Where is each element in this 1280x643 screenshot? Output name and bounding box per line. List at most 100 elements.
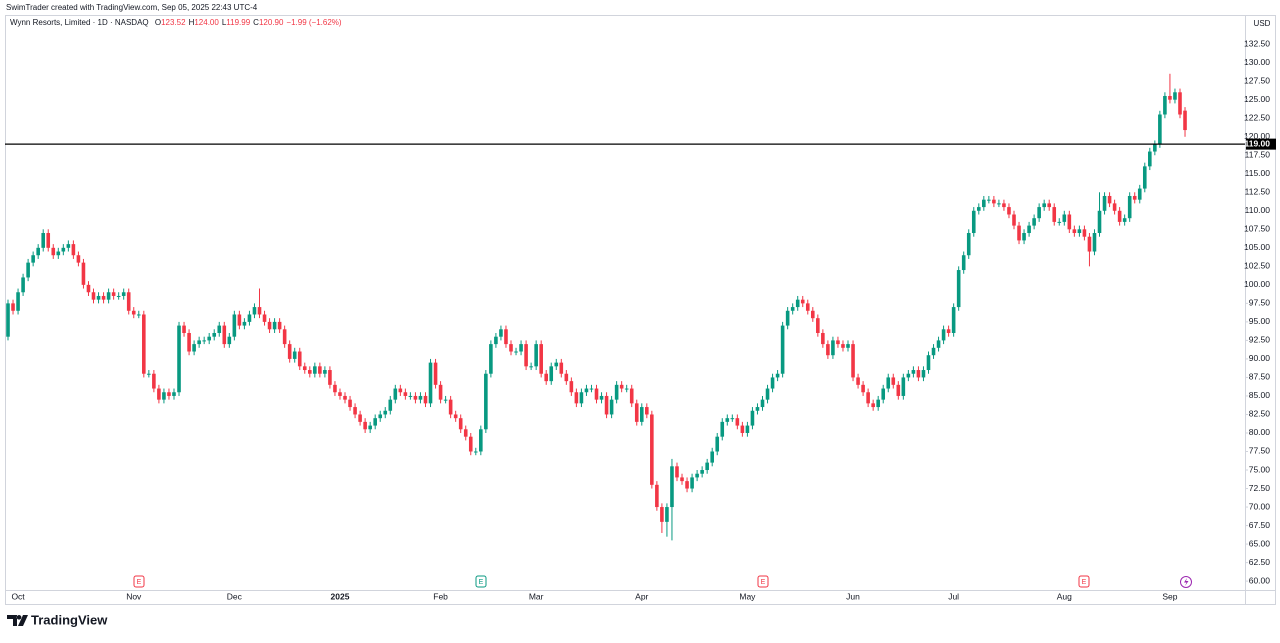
candle-body [795,299,800,308]
candle-body [1137,188,1142,200]
candle-body [650,414,654,485]
candle-body [56,251,61,256]
candle-body [187,332,191,352]
candle-body [951,307,956,333]
candle-body [433,362,438,385]
candle-body [126,292,131,311]
candle-body [378,414,383,419]
candle-body [468,436,473,452]
candle-body [172,392,176,396]
candle-body [946,329,951,333]
candle-body [574,392,579,404]
y-tick-label: 127.50 [1244,75,1270,85]
candle-body [323,370,327,374]
candle-body [1183,110,1187,131]
candle-body [805,303,810,311]
candle-body [202,340,206,342]
candle-body [6,303,10,337]
ohlc-value: 123.52 [161,18,186,27]
candle-body [1122,218,1127,222]
candles [6,73,1187,541]
candle-body [1032,218,1036,226]
candle-body [31,255,35,263]
candle-body [871,403,875,408]
candle-body [257,307,262,315]
candle-body [745,425,750,433]
candle-body [1092,233,1097,252]
earnings-marker[interactable] [133,575,145,588]
y-tick-label: 105.00 [1244,242,1270,252]
candle-body [911,370,916,374]
y-tick-label: 67.50 [1249,520,1271,530]
candle-body [891,377,896,385]
candle-body [453,414,458,419]
candle-body [21,277,25,293]
candle-body [529,366,533,368]
candle-body [499,329,503,337]
candle-body [534,344,538,367]
earnings-label: E [479,579,484,586]
candle-body [463,429,468,437]
candle-body [262,314,267,322]
y-tick-label: 70.00 [1249,501,1271,511]
x-tick-label: Sep [1162,591,1177,601]
candle-body [790,307,795,311]
candle-body [584,388,589,393]
y-tick-label: 65.00 [1249,538,1271,548]
candle-body [302,366,307,371]
candle-body [142,314,146,374]
earnings-marker[interactable] [475,575,487,588]
candle-body [956,270,961,308]
candle-body [297,351,302,367]
ohlc-key: H [189,18,195,27]
y-tick-label: 87.50 [1249,372,1271,382]
candle-body [252,307,257,315]
candle-body [494,336,498,345]
y-tick-label: 107.50 [1244,224,1270,234]
ohlc-key: L [222,18,227,27]
candle-body [1037,207,1041,219]
candle-body [247,314,252,322]
candle-body [1132,195,1137,200]
candle-body [282,329,287,345]
candle-body [36,247,40,256]
candle-body [217,325,222,333]
candle-body [393,388,398,400]
candle-body [11,303,15,311]
change: −1.99 (−1.62%) [286,18,341,27]
candle-body [976,207,981,211]
x-tick-label: Nov [126,591,142,601]
logo-text: TradingView [31,612,108,627]
candle-body [328,370,332,385]
hline-label-bg [1246,138,1276,150]
candle-body [1102,195,1107,211]
ohlc-value: 119.99 [226,18,250,27]
candle-body [1042,203,1046,208]
candle-body [1002,203,1006,208]
y-tick-label: 110.00 [1245,205,1271,215]
earnings-marker[interactable] [1078,575,1090,588]
candle-body [549,366,554,382]
candle-body [564,373,569,382]
candle-body [524,344,528,367]
candle-body [1007,207,1011,215]
candle-body [373,418,377,426]
y-tick-label: 75.00 [1249,464,1271,474]
candle-body [1097,210,1102,234]
y-tick-label: 122.50 [1244,112,1270,122]
y-tick-label: 115.00 [1245,168,1271,178]
y-tick-label: 97.50 [1249,298,1271,308]
candle-body [831,340,835,356]
x-tick-label: Mar [529,591,544,601]
earnings-marker[interactable] [757,575,769,588]
candle-body [554,362,559,367]
candle-body [906,373,911,378]
candle-body [645,407,649,415]
candle-body [1047,203,1052,208]
candle-body [695,473,699,478]
candle-body [579,392,584,404]
candle-body [207,336,211,341]
candle-body [41,233,46,248]
candle-body [821,332,825,345]
